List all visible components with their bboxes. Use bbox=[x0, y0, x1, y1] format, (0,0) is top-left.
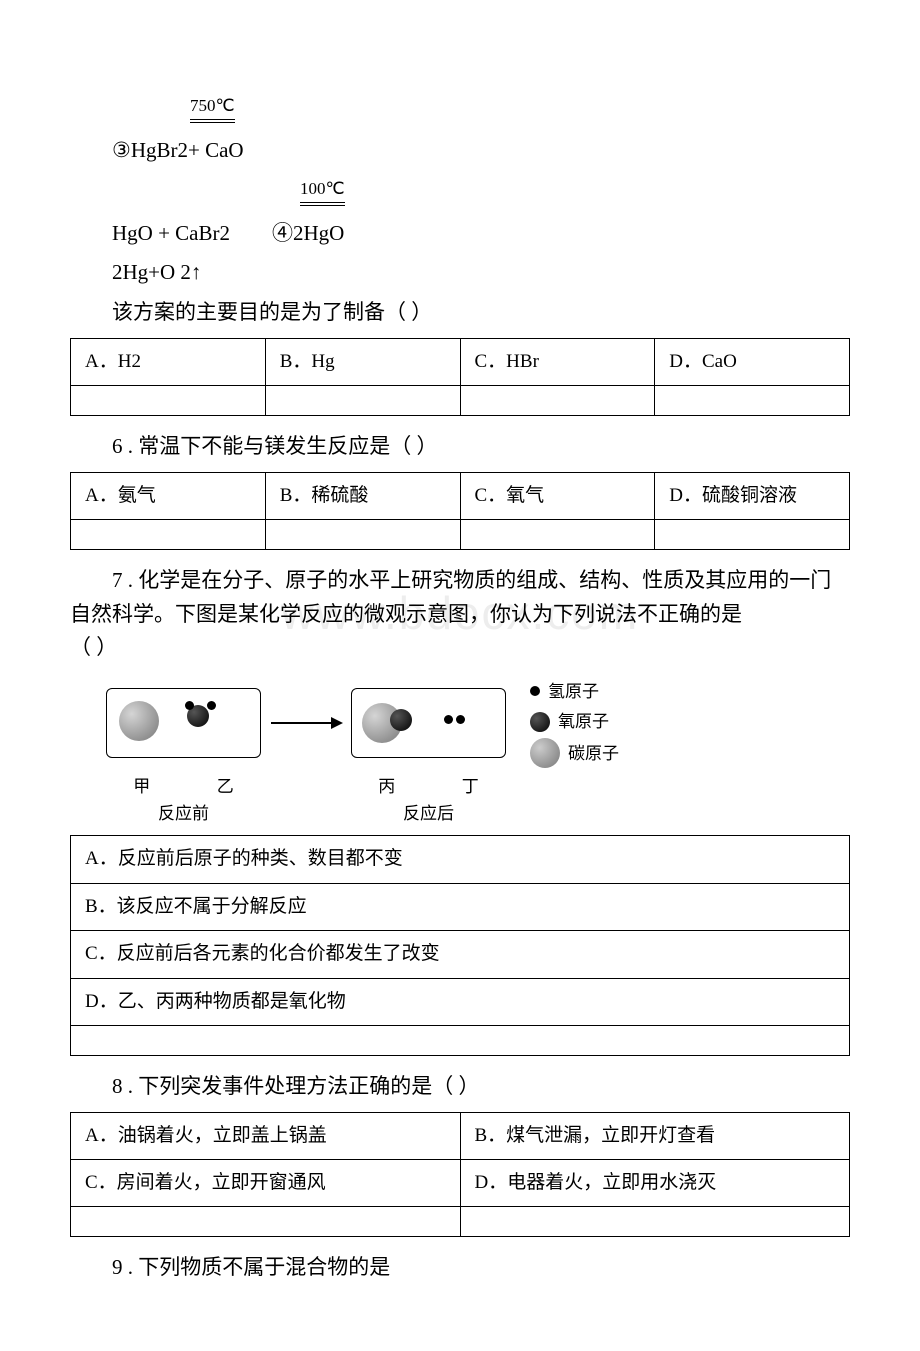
legend-o: 氧原子 bbox=[558, 708, 609, 735]
q5-opt-d[interactable]: D．CaO bbox=[655, 338, 850, 385]
label-bing: 丙 bbox=[345, 773, 429, 800]
condition-1: 750℃ bbox=[190, 90, 235, 124]
arrow-icon bbox=[271, 722, 341, 724]
q7-stem: 7 . 化学是在分子、原子的水平上研究物质的组成、结构、性质及其应用的一门自然科… bbox=[70, 564, 850, 665]
q7-opt-d[interactable]: D．乙、丙两种物质都是氧化物 bbox=[71, 978, 850, 1025]
q8-opt-d[interactable]: D．电器着火，立即用水浇灭 bbox=[460, 1160, 850, 1207]
q5-opt-b[interactable]: B．Hg bbox=[265, 338, 460, 385]
q6-opt-b[interactable]: B．稀硫酸 bbox=[265, 472, 460, 519]
carbon-sphere-icon bbox=[119, 701, 159, 741]
cond-750: 750℃ bbox=[190, 97, 235, 120]
q5-prompt: 该方案的主要目的是为了制备（ ） bbox=[70, 296, 850, 330]
hydrogen-sphere-icon bbox=[207, 701, 216, 710]
q9-stem: 9 . 下列物质不属于混合物的是 bbox=[70, 1251, 850, 1285]
q8-opt-c[interactable]: C．房间着火，立即开窗通风 bbox=[71, 1160, 461, 1207]
label-before: 反应前 bbox=[100, 800, 267, 827]
eq2-line1: HgO + CaBr2 ④2HgO bbox=[70, 217, 850, 251]
q6-opt-c[interactable]: C．氧气 bbox=[460, 472, 655, 519]
condition-2: 100℃ bbox=[300, 173, 345, 207]
hydrogen-sphere-icon bbox=[444, 715, 453, 724]
q5-opt-c[interactable]: C．HBr bbox=[460, 338, 655, 385]
hydrogen-sphere-icon bbox=[185, 701, 194, 710]
q7-stem-wrap: 7 . 化学是在分子、原子的水平上研究物质的组成、结构、性质及其应用的一门自然科… bbox=[70, 564, 850, 665]
panel-after bbox=[351, 688, 506, 758]
label-ding: 丁 bbox=[429, 773, 513, 800]
legend-c: 碳原子 bbox=[568, 740, 619, 767]
q6-stem: 6 . 常温下不能与镁发生反应是（ ） bbox=[70, 430, 850, 464]
q8-opt-a[interactable]: A．油锅着火，立即盖上锅盖 bbox=[71, 1112, 461, 1159]
hydrogen-dot-icon bbox=[530, 686, 540, 696]
cond-100: 100℃ bbox=[300, 180, 345, 203]
hydrogen-sphere-icon bbox=[456, 715, 465, 724]
q7-opt-a[interactable]: A．反应前后原子的种类、数目都不变 bbox=[71, 836, 850, 883]
oxygen-dot-icon bbox=[530, 712, 550, 732]
q5-block: 750℃ ③HgBr2+ CaO 100℃ HgO + CaBr2 ④2HgO … bbox=[70, 90, 850, 416]
q5-options-table: A．H2 B．Hg C．HBr D．CaO bbox=[70, 338, 850, 416]
q8-options-table: A．油锅着火，立即盖上锅盖 B．煤气泄漏，立即开灯查看 C．房间着火，立即开窗通… bbox=[70, 1112, 850, 1238]
eq2-line2: 2Hg+O 2↑ bbox=[70, 256, 850, 290]
legend-h: 氢原子 bbox=[548, 678, 599, 705]
q7-opt-b[interactable]: B．该反应不属于分解反应 bbox=[71, 883, 850, 930]
q6-opt-d[interactable]: D．硫酸铜溶液 bbox=[655, 472, 850, 519]
legend: 氢原子 氧原子 碳原子 bbox=[530, 675, 619, 771]
q7-options-table: A．反应前后原子的种类、数目都不变 B．该反应不属于分解反应 C．反应前后各元素… bbox=[70, 835, 850, 1056]
label-after: 反应后 bbox=[345, 800, 512, 827]
panel-before bbox=[106, 688, 261, 758]
eq1-left: ③HgBr2+ CaO bbox=[70, 134, 850, 168]
label-jia: 甲 bbox=[100, 773, 184, 800]
q6-options-table: A．氨气 B．稀硫酸 C．氧气 D．硫酸铜溶液 bbox=[70, 472, 850, 550]
label-yi: 乙 bbox=[184, 773, 268, 800]
q6-opt-a[interactable]: A．氨气 bbox=[71, 472, 266, 519]
q8-stem: 8 . 下列突发事件处理方法正确的是（ ） bbox=[70, 1070, 850, 1104]
q7-opt-c[interactable]: C．反应前后各元素的化合价都发生了改变 bbox=[71, 931, 850, 978]
q5-opt-a[interactable]: A．H2 bbox=[71, 338, 266, 385]
oxygen-sphere-icon bbox=[390, 709, 412, 731]
carbon-dot-icon bbox=[530, 738, 560, 768]
reaction-diagram: 氢原子 氧原子 碳原子 甲 乙 丙 丁 反应前 反应后 bbox=[70, 675, 850, 828]
q8-opt-b[interactable]: B．煤气泄漏，立即开灯查看 bbox=[460, 1112, 850, 1159]
